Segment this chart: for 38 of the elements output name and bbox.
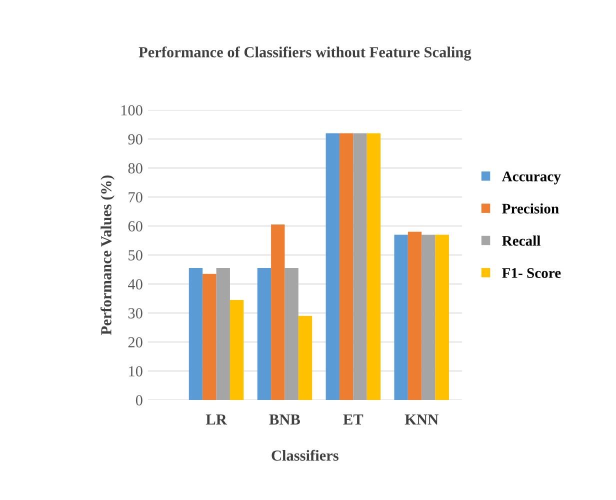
chart-title: Performance of Classifiers without Feature Scaling	[138, 46, 472, 61]
y-tick-label: 40	[128, 279, 142, 290]
bar	[326, 133, 340, 400]
x-axis-title: Classifiers	[272, 450, 338, 461]
bar	[422, 234, 436, 400]
bar	[284, 268, 298, 400]
y-tick-label: 0	[136, 395, 142, 406]
legend-label: Recall	[502, 236, 540, 246]
y-axis-title: Performance Values (%)	[100, 175, 115, 335]
bar	[435, 234, 449, 400]
y-tick-label: 30	[128, 308, 142, 318]
bar	[188, 268, 203, 400]
y-tick-label: 10	[129, 366, 142, 376]
x-tick-label: BNB	[269, 414, 300, 425]
y-tick-label: 60	[128, 221, 142, 232]
y-tick-label: 80	[128, 163, 142, 174]
legend-label: F1- Score	[502, 268, 561, 278]
bar	[202, 274, 216, 400]
y-tick-label: 100	[121, 105, 142, 116]
legend-label: Precision	[502, 203, 559, 214]
y-tick-label: 90	[128, 134, 142, 144]
bar	[394, 234, 408, 400]
x-tick-label: ET	[343, 414, 364, 424]
y-tick-label: 50	[128, 250, 142, 260]
bar	[366, 133, 381, 400]
legend-label: Accuracy	[502, 172, 561, 184]
bar	[298, 316, 312, 400]
y-tick-label: 20	[128, 337, 142, 348]
x-tick-label: LR	[206, 414, 228, 424]
bar	[271, 224, 285, 400]
bar	[216, 268, 230, 400]
bar	[230, 300, 244, 400]
bar	[408, 232, 422, 400]
bar	[257, 268, 272, 400]
y-tick-label: 70	[128, 192, 142, 202]
x-tick-label: KNN	[404, 414, 438, 424]
bar	[339, 133, 354, 400]
bar	[353, 133, 367, 400]
